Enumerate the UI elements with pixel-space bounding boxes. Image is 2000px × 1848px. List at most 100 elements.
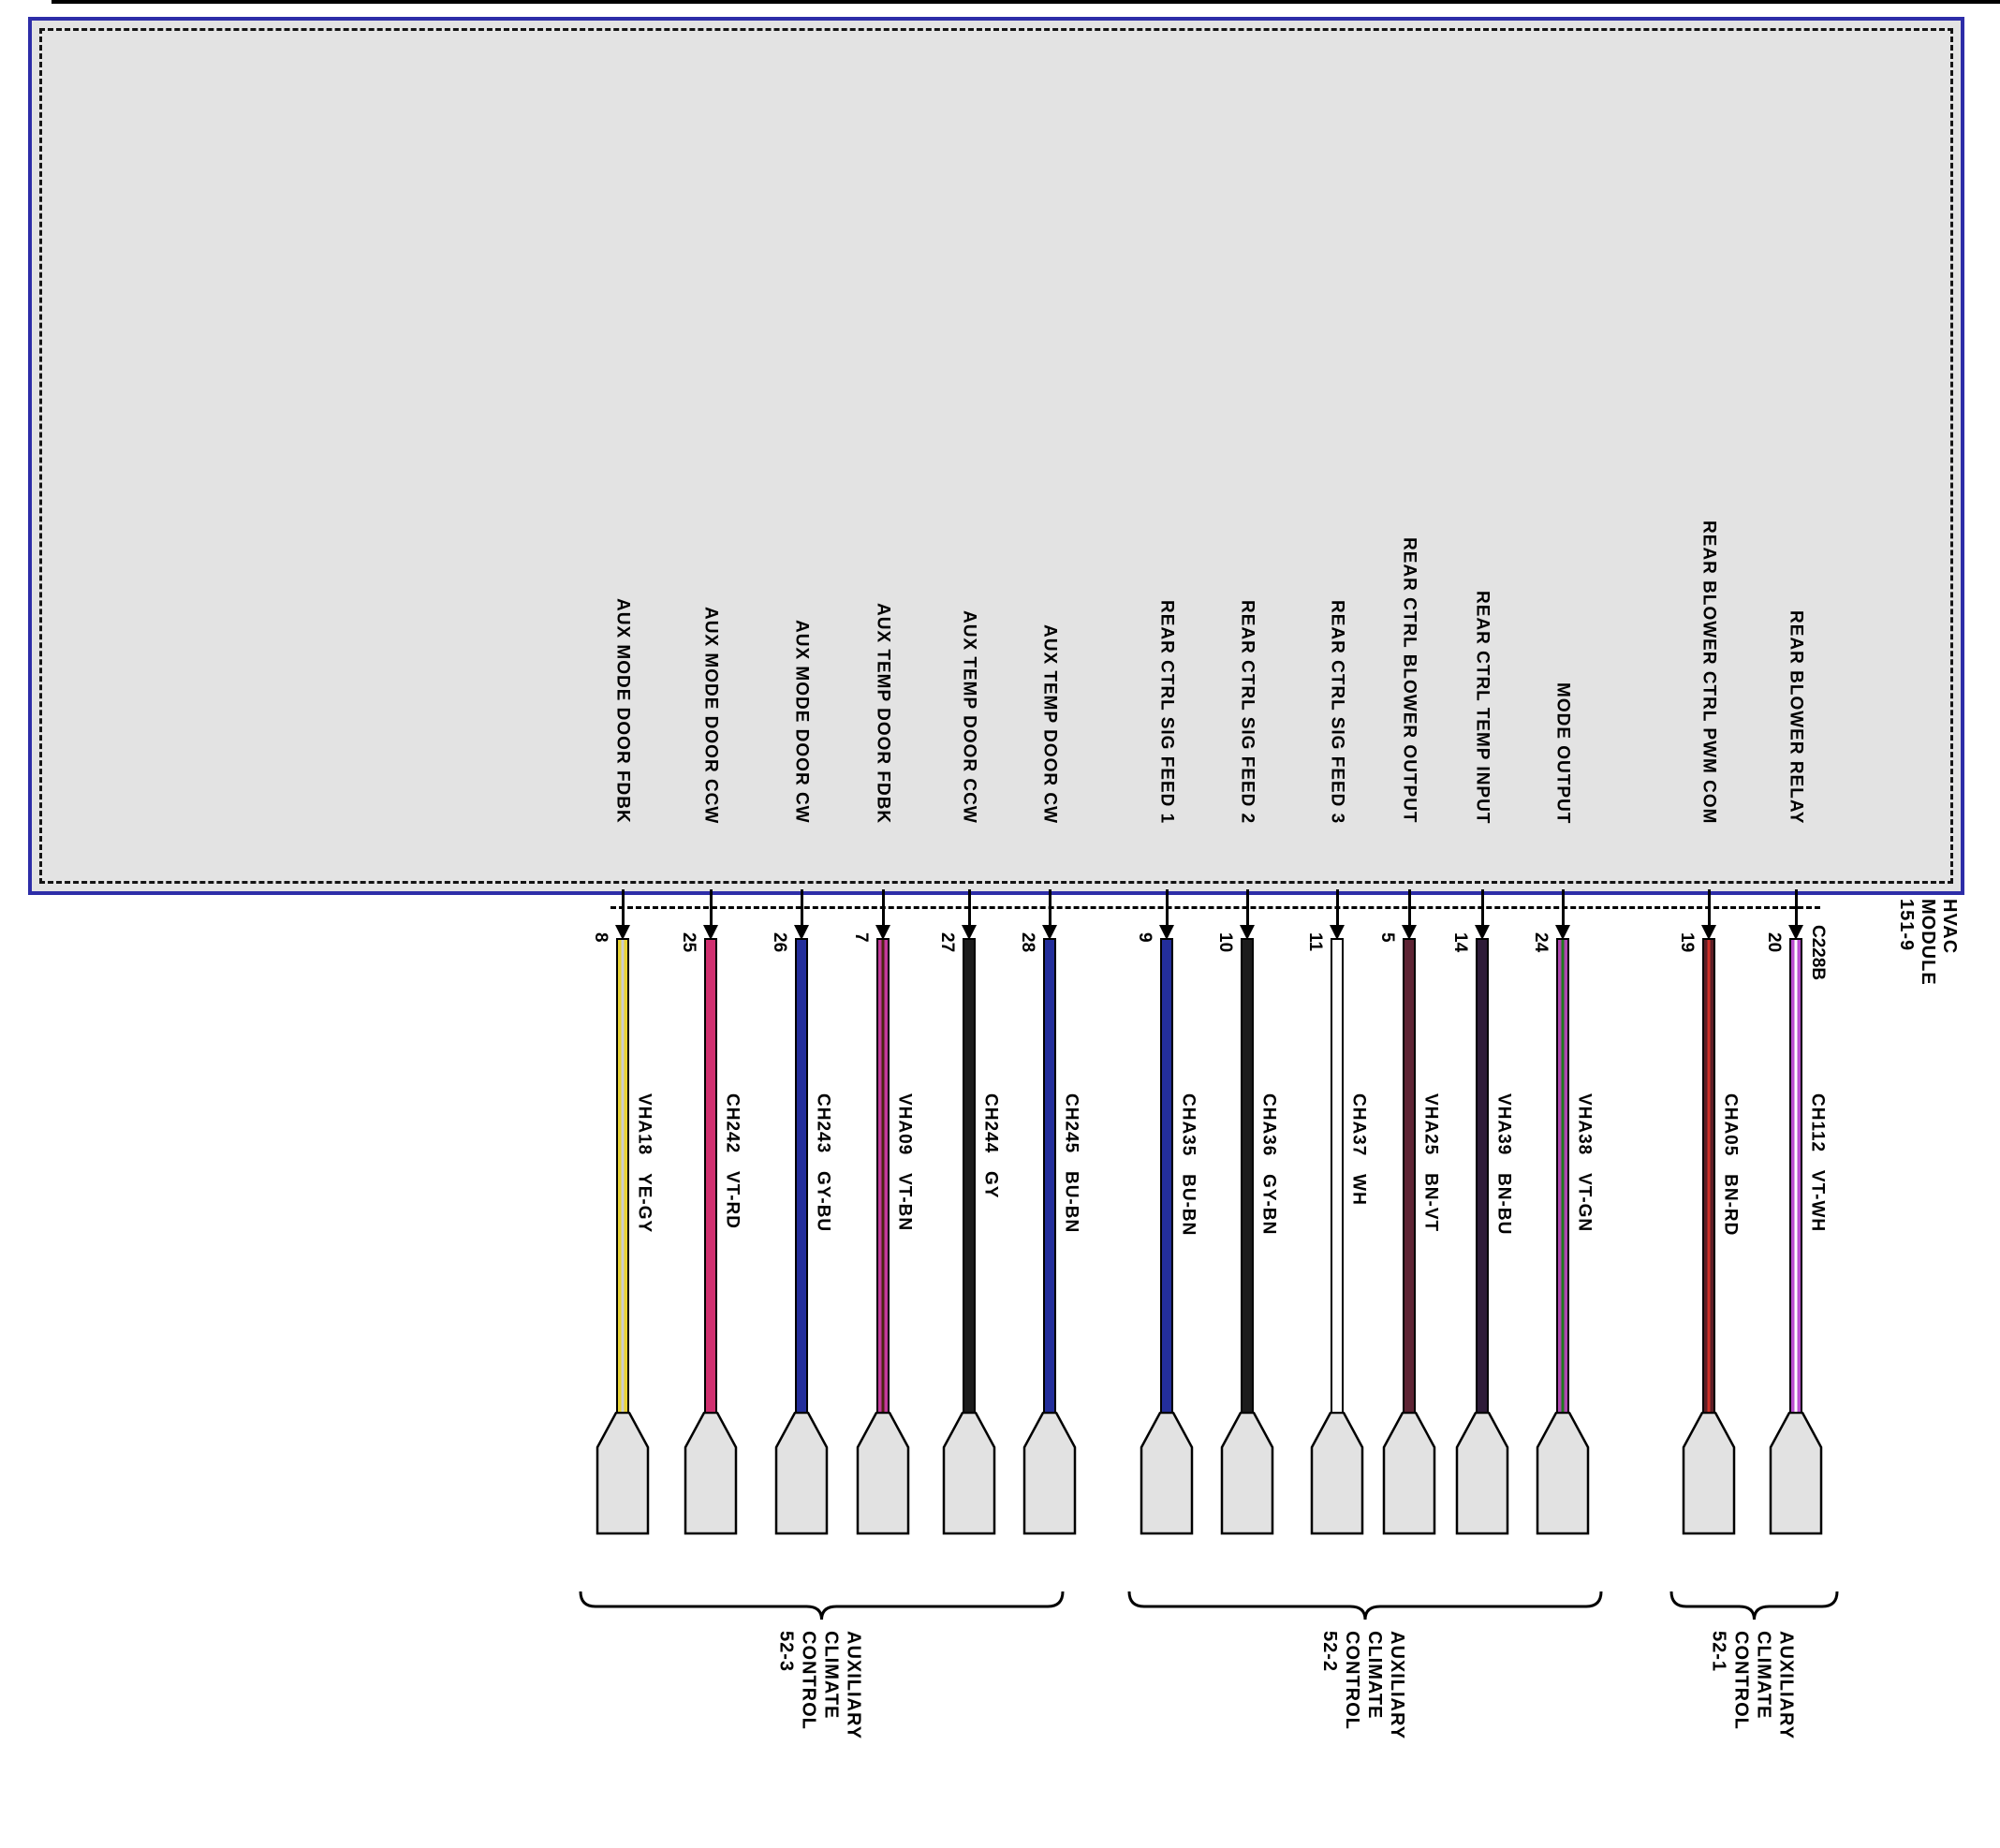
terminal-shape [1310,1412,1364,1535]
pin-arrow-icon [1402,925,1417,940]
wire [616,938,629,1415]
wire-label: CH242 VT-RD [722,1093,743,1229]
pin-function-label: AUX MODE DOOR FDBK [612,598,633,824]
pin-function-label: REAR BLOWER CTRL PWM COM [1699,520,1719,824]
wire-label: CHA36 GY-BN [1258,1093,1279,1236]
pin-arrow-line [1708,889,1711,929]
wire [1556,938,1569,1415]
pin-arrow-icon [615,925,630,940]
pin-number: 26 [769,932,789,953]
group-label: AUXILIARY CLIMATE CONTROL 52-2 [1319,1631,1407,1740]
wire-label: VHA25 BN-VT [1420,1093,1441,1233]
terminal-shape [1769,1412,1823,1535]
terminal-shape [1022,1412,1077,1535]
pin-function-label: MODE OUTPUT [1552,682,1573,824]
pin-arrow-icon [1555,925,1570,940]
wire [1331,938,1344,1415]
wire-label: CHA05 BN-RD [1720,1093,1741,1237]
wire-label: CHA35 BU-BN [1178,1093,1199,1237]
terminal-connector [1536,1412,1590,1535]
terminal-connector [1682,1412,1736,1535]
wire [876,938,890,1415]
connector-dashed-line [610,906,1820,909]
module-dashed-border [39,28,1953,884]
pin-arrow-line [1246,889,1249,929]
pin-arrow-line [1481,889,1484,929]
terminal-connector [1769,1412,1823,1535]
pin-number: 8 [590,932,610,943]
wire [1476,938,1489,1415]
pin-function-label: REAR BLOWER RELAY [1786,609,1806,824]
pin-function-label: AUX MODE DOOR CCW [700,606,721,824]
terminal-connector [856,1412,910,1535]
pin-function-label: AUX MODE DOOR CW [791,620,812,824]
pin-arrow-icon [1240,925,1255,940]
terminal-connector [942,1412,996,1535]
pin-number: 25 [678,932,699,953]
pin-arrow-icon [1475,925,1490,940]
terminal-connector [684,1412,738,1535]
terminal-connector [1455,1412,1509,1535]
wire [1160,938,1173,1415]
group-brace [579,1591,1065,1621]
pin-function-label: REAR CTRL SIG FEED 3 [1327,599,1347,824]
pin-number: 5 [1376,932,1397,943]
terminal-shape [684,1412,738,1535]
pin-function-label: REAR CTRL SIG FEED 1 [1156,599,1177,824]
group-brace [1669,1591,1839,1621]
pin-number: 10 [1214,932,1235,953]
pin-function-label: AUX TEMP DOOR CW [1039,623,1060,824]
wire-label: CH243 GY-BU [813,1093,833,1233]
terminal-shape [1220,1412,1274,1535]
pin-number: 20 [1763,932,1784,953]
terminal-shape [1682,1412,1736,1535]
wire-label: VHA39 BN-BU [1493,1093,1514,1236]
pin-arrow-line [1049,889,1051,929]
terminal-connector [1140,1412,1194,1535]
terminal-connector [596,1412,650,1535]
terminal-shape [774,1412,829,1535]
pin-arrow-icon [1788,925,1803,940]
pin-number: 7 [850,932,871,943]
top-border-line [51,0,2000,4]
terminal-shape [1140,1412,1194,1535]
pin-arrow-line [882,889,885,929]
pin-arrow-line [1795,889,1798,929]
pin-number: 24 [1530,932,1551,953]
pin-arrow-icon [1330,925,1345,940]
pin-number: 11 [1304,932,1325,952]
wire [704,938,717,1415]
wire [1789,938,1802,1415]
pin-function-label: REAR CTRL TEMP INPUT [1472,590,1493,824]
pin-function-label: AUX TEMP DOOR CCW [959,610,979,824]
terminal-connector [1382,1412,1436,1535]
wire [1702,938,1715,1415]
pin-arrow-icon [1042,925,1057,940]
terminal-shape [942,1412,996,1535]
pin-number: 19 [1676,932,1697,953]
pin-number: 9 [1134,932,1154,943]
connector-label: C228B [1808,925,1828,981]
pin-arrow-icon [794,925,809,940]
wire [963,938,976,1415]
pin-function-label: AUX TEMP DOOR FDBK [873,602,893,824]
pin-arrow-icon [1159,925,1174,940]
pin-number: 14 [1449,932,1470,953]
wire [1403,938,1416,1415]
wire-label: VHA09 VT-BN [894,1093,915,1232]
pin-arrow-icon [1701,925,1716,940]
wire-label: CHA37 WH [1348,1093,1369,1206]
wire-label: CH244 GY [980,1093,1001,1199]
wire [795,938,808,1415]
wire [1043,938,1056,1415]
pin-arrow-line [1562,889,1565,929]
group-label: AUXILIARY CLIMATE CONTROL 52-3 [775,1631,864,1740]
terminal-connector [1220,1412,1274,1535]
pin-number: 28 [1017,932,1037,953]
wire-stripe [881,940,885,1414]
terminal-shape [1382,1412,1436,1535]
hvac-module-box [28,17,1964,895]
terminal-connector [774,1412,829,1535]
pin-arrow-line [1408,889,1411,929]
